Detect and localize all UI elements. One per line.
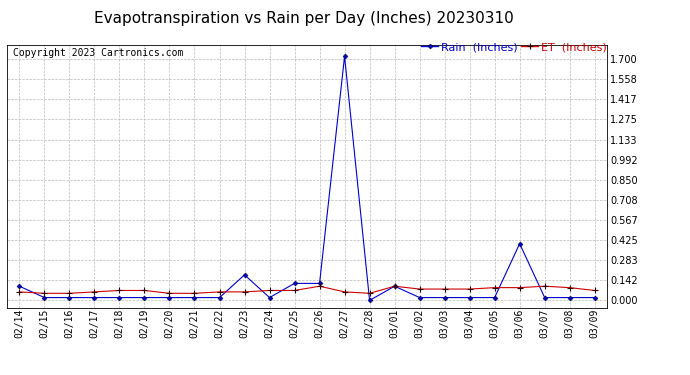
Legend: Rain  (Inches), ET  (Inches): Rain (Inches), ET (Inches) bbox=[422, 42, 607, 52]
Text: Copyright 2023 Cartronics.com: Copyright 2023 Cartronics.com bbox=[13, 48, 184, 58]
Text: Evapotranspiration vs Rain per Day (Inches) 20230310: Evapotranspiration vs Rain per Day (Inch… bbox=[94, 11, 513, 26]
